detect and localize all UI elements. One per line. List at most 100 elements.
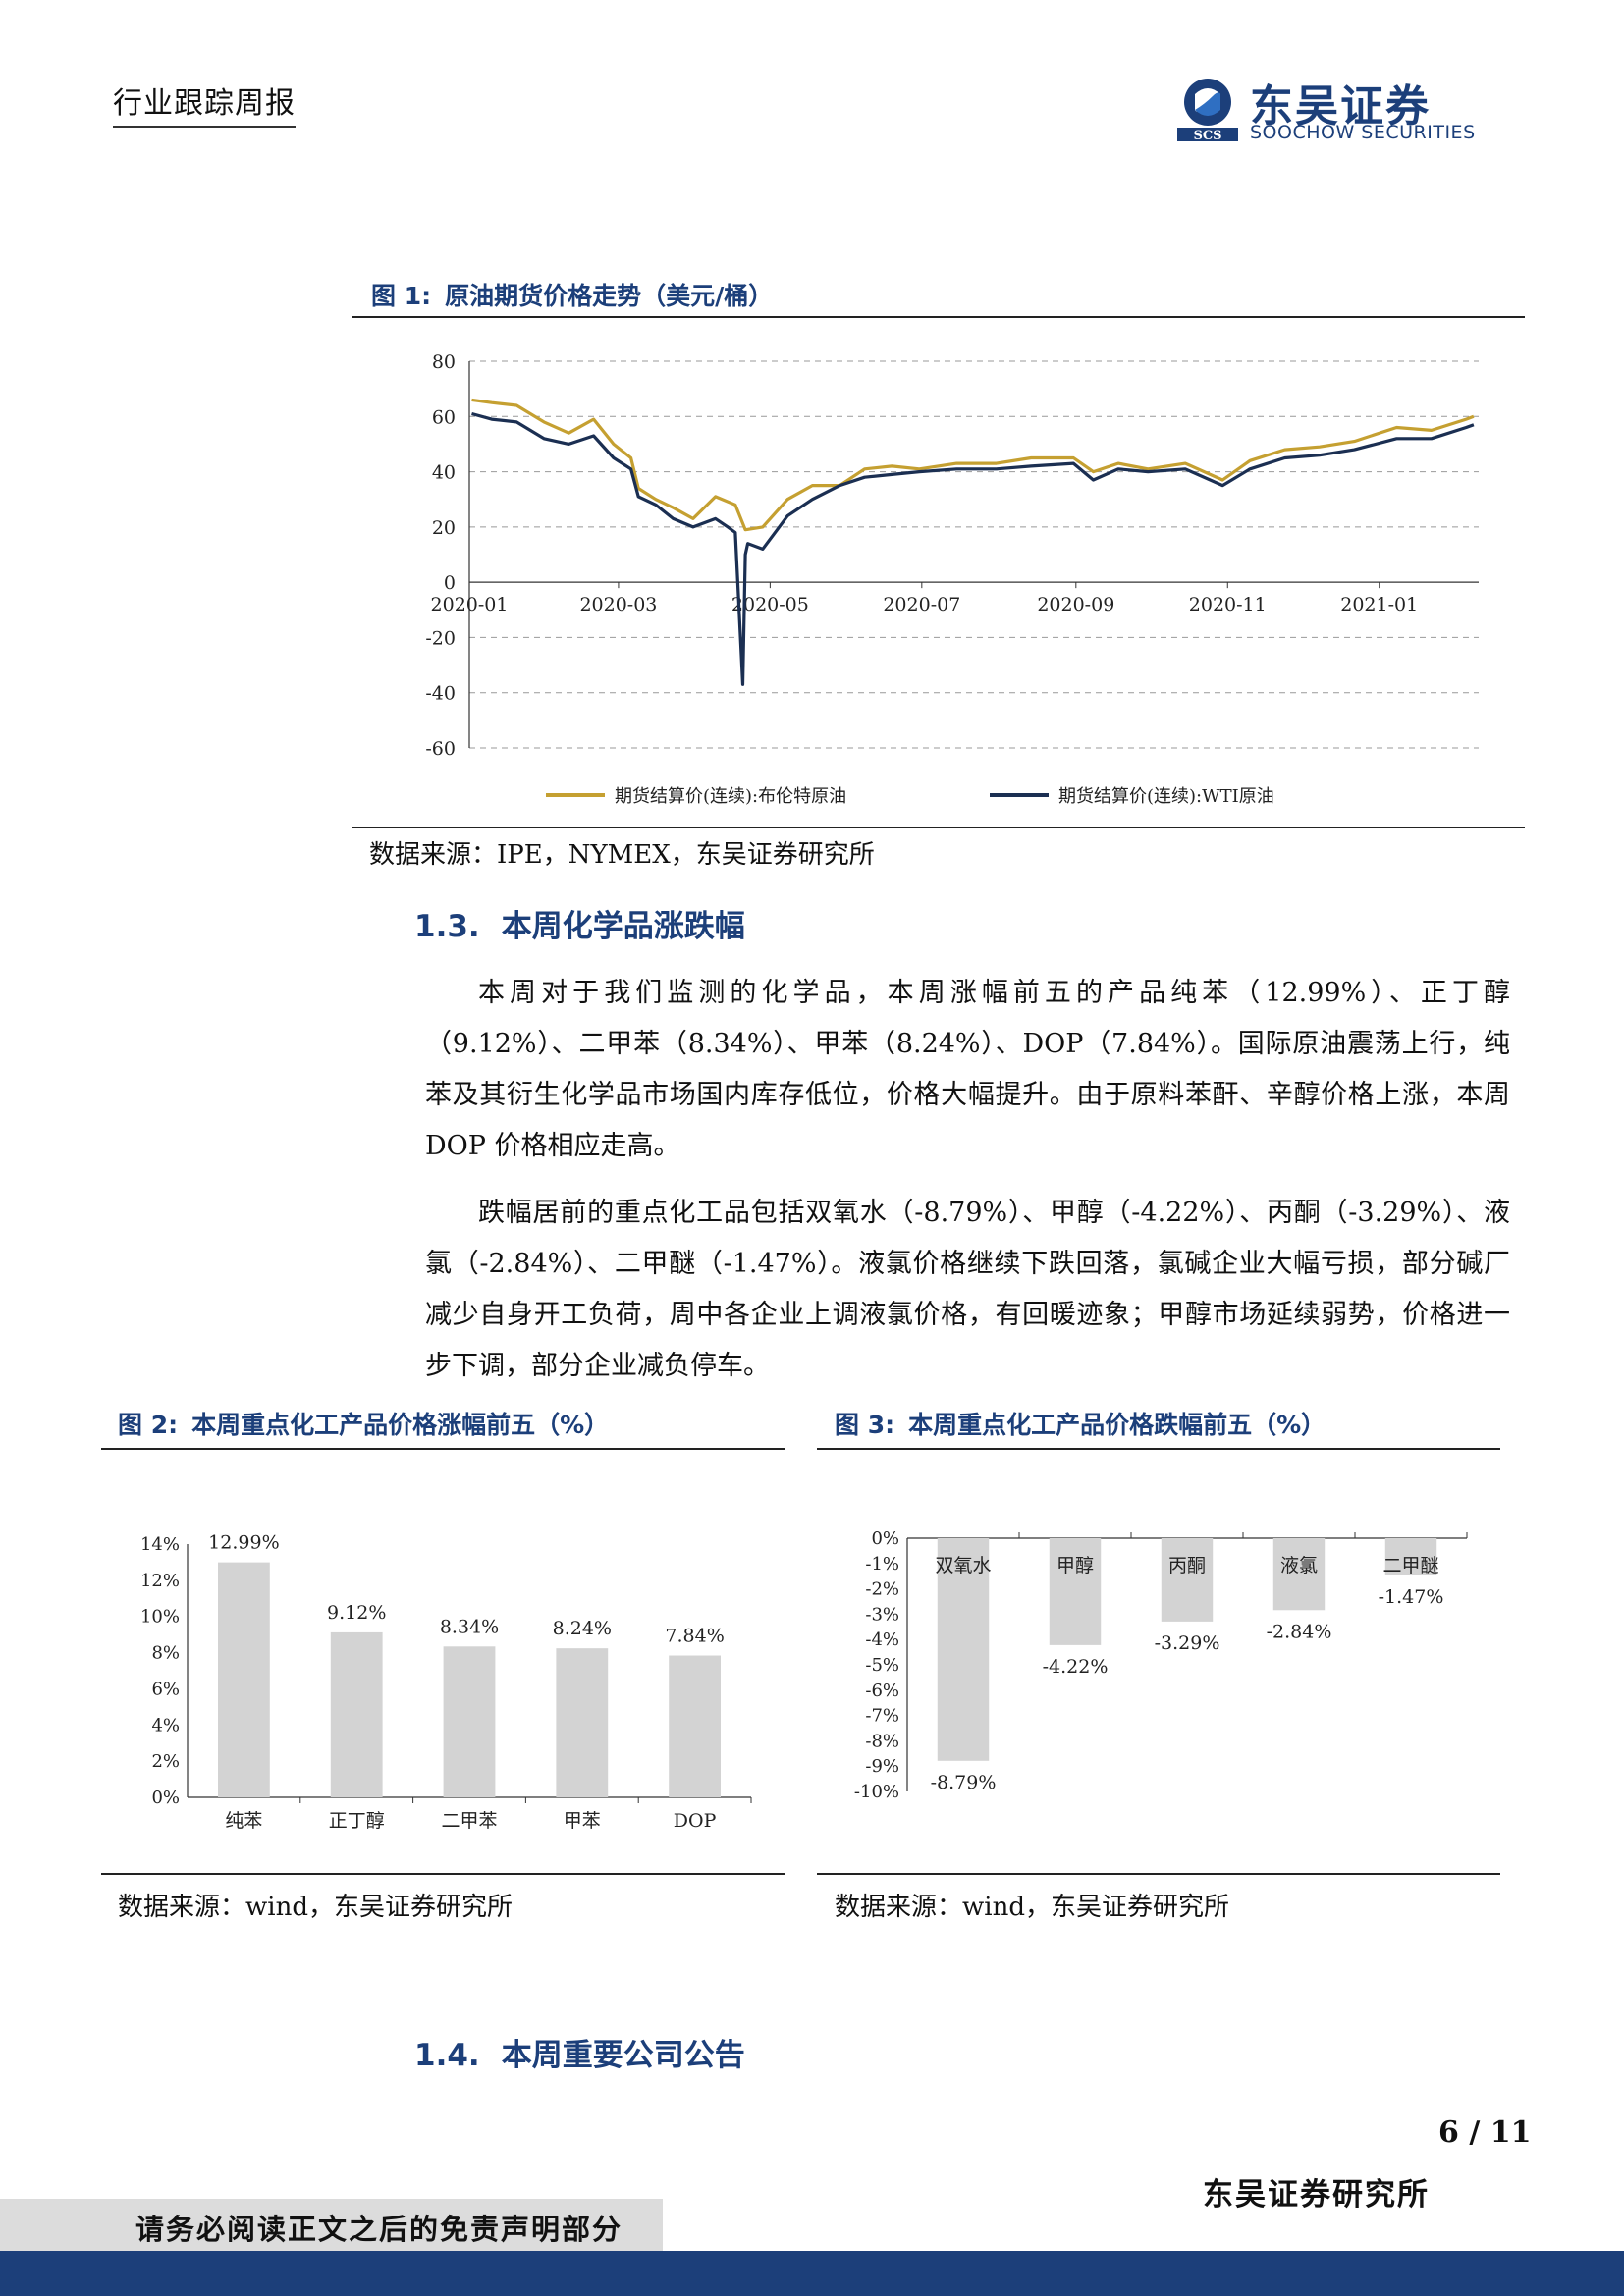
bar <box>1272 1538 1326 1611</box>
figure2-title: 图 2: 本周重点化工产品价格涨幅前五（%） <box>118 1406 609 1441</box>
figure3-source: 数据来源：wind，东吴证券研究所 <box>835 1893 1229 1922</box>
company-logo: SCS 东吴证券 SOOCHOW SECURITIES <box>1173 71 1497 149</box>
paragraph-gainers: 本周对于我们监测的化学品，本周涨幅前五的产品纯苯（12.99%）、正丁醇（9.1… <box>425 978 1510 1161</box>
y-tick-label: 0 <box>444 572 456 594</box>
y-tick-label: 6% <box>151 1679 180 1699</box>
legend-label: 期货结算价(连续):WTI原油 <box>1058 786 1274 807</box>
wti-series-line <box>471 411 1475 686</box>
top-gainers-bar-chart: 14% 12% 10% 8% 6% 4% 2% 0% 12.99% 纯苯 9.12% 正丁醇 8.34%… <box>140 1532 752 1832</box>
section-1-4-title: 本周重要公司公告 <box>501 2038 745 2073</box>
figure2-number: 图 2: <box>118 1411 179 1439</box>
category-label: 正丁醇 <box>329 1810 385 1832</box>
category-label: 丙酮 <box>1168 1555 1206 1576</box>
y-tick-label: -7% <box>865 1706 899 1727</box>
data-label: 7.84% <box>665 1626 724 1647</box>
y-tick-label: 60 <box>432 406 456 428</box>
section-1-3-heading: 1.3. 本周化学品涨跌幅 <box>414 901 745 945</box>
report-type-tag: 行业跟踪周报 <box>113 79 296 128</box>
y-tick-label: -10% <box>854 1782 899 1802</box>
x-tick-label: 2020-11 <box>1189 594 1267 615</box>
y-tick-label: -9% <box>865 1756 899 1777</box>
bar <box>1384 1538 1437 1575</box>
bar <box>937 1538 990 1761</box>
y-tick-label: 12% <box>140 1571 180 1591</box>
y-tick-label: -6% <box>865 1681 899 1701</box>
data-label: 9.12% <box>327 1602 386 1624</box>
y-tick-label: -3% <box>865 1604 899 1625</box>
x-tick-label: 2021-01 <box>1340 594 1418 615</box>
figure1-title-text: 原油期货价格走势（美元/桶） <box>445 282 774 310</box>
category-label: 双氧水 <box>935 1555 991 1576</box>
bar <box>1049 1538 1102 1645</box>
category-label: 液氯 <box>1280 1555 1318 1576</box>
brent-series-line <box>471 398 1475 532</box>
section-1-4-number: 1.4. <box>414 2038 480 2073</box>
figure1-number: 图 1: <box>371 282 432 310</box>
figure2-bottom-rule <box>101 1873 785 1875</box>
footer-bar <box>0 2251 1624 2296</box>
bar <box>1161 1538 1214 1622</box>
footer-institute: 东吴证券研究所 <box>1203 2177 1430 2213</box>
x-tick-label: 2020-01 <box>431 594 509 615</box>
page-number: 6 / 11 <box>1438 2115 1532 2150</box>
y-tick-label: 2% <box>151 1751 180 1772</box>
figure3-top-rule <box>817 1448 1500 1450</box>
figure1-source: 数据来源：IPE，NYMEX，东吴证券研究所 <box>369 840 875 870</box>
figure1-bottom-rule <box>352 827 1525 828</box>
y-tick-label: -5% <box>865 1655 899 1676</box>
footer-disclaimer-band <box>0 2199 663 2253</box>
section-1-4-heading: 1.4. 本周重要公司公告 <box>414 2030 745 2074</box>
section-1-3-title: 本周化学品涨跌幅 <box>501 909 745 944</box>
data-label: 8.34% <box>440 1616 499 1637</box>
footer-disclaimer: 请务必阅读正文之后的免责声明部分 <box>135 2213 623 2246</box>
legend-label: 期货结算价(连续):布伦特原油 <box>615 786 846 807</box>
crude-oil-price-chart: 80 60 40 20 0 -20 -40 -60 2020-01 2020-03 2020-05 2… <box>425 351 1479 807</box>
data-label: -2.84% <box>1267 1621 1332 1642</box>
top-losers-bar-chart: 0% -1% -2% -3% -4% -5% -6% -7% -8% -9% -10% -8.79% 双… <box>854 1528 1468 1802</box>
category-label: 纯苯 <box>225 1810 262 1832</box>
data-label: -3.29% <box>1155 1632 1220 1654</box>
y-tick-label: -40 <box>425 683 456 705</box>
x-tick-label: 2020-03 <box>579 594 657 615</box>
bar <box>556 1648 609 1797</box>
y-tick-label: -8% <box>865 1731 899 1751</box>
y-tick-label: 40 <box>432 462 456 484</box>
figure3-title-text: 本周重点化工产品价格跌幅前五（%） <box>908 1411 1326 1439</box>
bar <box>443 1646 496 1797</box>
x-tick-label: 2020-09 <box>1037 594 1114 615</box>
y-tick-label: 20 <box>432 517 456 539</box>
figure3-title: 图 3: 本周重点化工产品价格跌幅前五（%） <box>835 1406 1326 1441</box>
logo-mark-icon: SCS <box>1177 79 1238 143</box>
y-tick-label: -4% <box>865 1629 899 1650</box>
x-tick-label: 2020-05 <box>731 594 809 615</box>
data-label: 12.99% <box>208 1532 279 1554</box>
y-tick-label: 0% <box>871 1528 899 1549</box>
paragraph-losers: 跌幅居前的重点化工品包括双氧水（-8.79%）、甲醇（-4.22%）、丙酮（-3… <box>425 1198 1510 1381</box>
y-tick-label: 4% <box>151 1715 180 1735</box>
y-tick-label: 14% <box>140 1534 180 1555</box>
logo-mark-text: SCS <box>1193 129 1221 143</box>
figure3-bottom-rule <box>817 1873 1500 1875</box>
figure2-title-text: 本周重点化工产品价格涨幅前五（%） <box>191 1411 610 1439</box>
data-label: 8.24% <box>553 1618 612 1639</box>
logo-name-en: SOOCHOW SECURITIES <box>1250 122 1476 143</box>
figure1-title: 图 1: 原油期货价格走势（美元/桶） <box>371 277 773 312</box>
y-tick-label: 8% <box>151 1643 180 1664</box>
bar <box>330 1631 383 1797</box>
category-label: 二甲苯 <box>441 1810 497 1832</box>
category-label: DOP <box>674 1810 717 1832</box>
y-tick-label: -20 <box>425 627 456 649</box>
section-1-3-number: 1.3. <box>414 909 480 944</box>
figure2-top-rule <box>101 1448 785 1450</box>
y-tick-label: -60 <box>425 738 456 760</box>
category-label: 甲醇 <box>1056 1555 1094 1576</box>
y-tick-label: -2% <box>865 1579 899 1600</box>
y-tick-label: 80 <box>432 351 456 373</box>
logo-name-cn: 东吴证券 <box>1250 81 1431 132</box>
figure1-top-rule <box>352 316 1525 318</box>
bar <box>669 1655 722 1797</box>
y-tick-label: -1% <box>865 1554 899 1575</box>
body-text: 本周对于我们监测的化学品，本周涨幅前五的产品纯苯（12.99%）、正丁醇（9.1… <box>425 968 1510 1392</box>
data-label: -1.47% <box>1379 1586 1444 1608</box>
data-label: -4.22% <box>1043 1656 1109 1678</box>
